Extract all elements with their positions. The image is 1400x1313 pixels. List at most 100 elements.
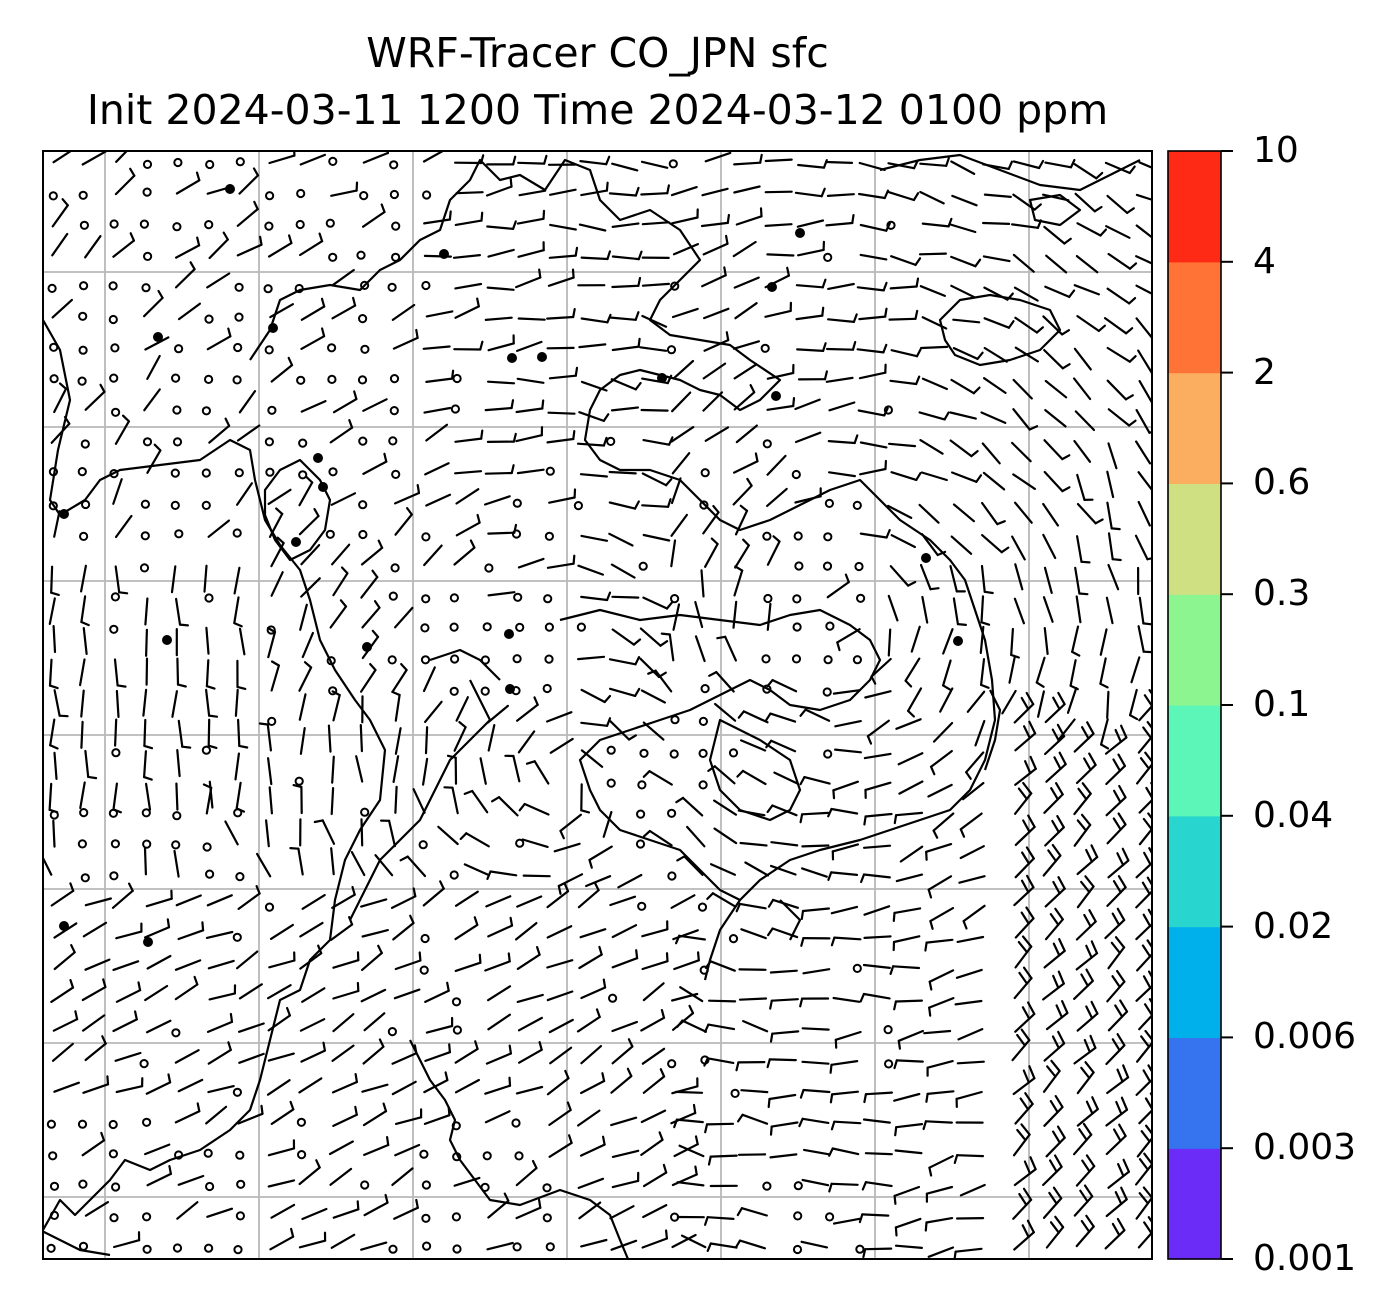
wind-barb [1106,346,1137,363]
wind-barb [957,1027,984,1041]
wind-barb [516,993,544,1004]
wind-barb [50,415,71,444]
wind-barb [207,519,230,538]
wind-barb [1076,844,1099,876]
calm-wind-marker [791,654,802,664]
wind-barb [580,181,609,197]
wind-barb [608,655,641,666]
wind-barb [267,1006,291,1032]
calm-wind-marker [78,1241,89,1251]
wind-barb [952,503,976,523]
calm-wind-marker [730,1088,740,1099]
wind-barb [829,1059,859,1074]
wind-barb [800,907,831,921]
wind-barb [329,1167,353,1186]
wind-barb [952,597,968,627]
calm-wind-marker [171,373,181,383]
wind-barb [487,1192,510,1219]
calm-wind-marker [80,873,90,883]
wind-barb [298,508,320,536]
wind-barb [942,628,954,655]
wind-barb [266,626,277,659]
wind-barb [267,984,292,1000]
wind-barb [920,471,948,482]
wind-barb [836,628,861,652]
wind-barb [952,318,981,324]
wind-barb [391,303,416,321]
wind-barb [515,1159,538,1187]
wind-barb [732,340,761,350]
wind-barb [453,539,476,566]
wind-barb [702,362,727,380]
calm-wind-marker [668,159,678,169]
calm-wind-marker [884,1059,894,1069]
wind-barb [207,1084,235,1094]
wind-barb [175,597,189,627]
wind-barb [203,564,208,593]
wind-barb [736,1113,769,1125]
wind-barb [732,452,759,474]
calm-wind-marker [172,811,182,821]
wind-barb [766,535,781,566]
calm-wind-marker [761,654,771,664]
wind-barb [362,1038,385,1065]
calm-wind-marker [205,159,215,170]
wind-barb [1011,535,1026,561]
wind-barb [887,159,919,170]
wind-barb [733,363,758,380]
wind-barb [1045,999,1069,1031]
wind-barb [459,832,490,848]
wind-barb [517,730,536,754]
wind-barb [1075,255,1099,274]
wind-barb [700,213,731,228]
wind-barb [111,882,134,909]
wind-barb [176,748,181,778]
wind-barb [767,898,800,909]
wind-barb [1013,874,1035,907]
calm-wind-marker [573,501,584,511]
calm-wind-marker [545,1242,555,1252]
colorbar-tick-label: 0.003 [1253,1127,1357,1169]
wind-barb [425,310,454,318]
wind-barb [733,384,756,411]
calm-wind-marker [296,1117,306,1127]
wind-barb [932,812,955,839]
wind-barb [923,1029,952,1035]
wind-barb [548,488,577,504]
wind-barb [392,914,415,941]
wind-barb [1044,876,1066,908]
wind-barb [919,285,947,297]
calm-wind-marker [883,405,894,415]
wind-barb [610,1116,638,1127]
wind-barb [801,844,830,848]
wind-barb [921,316,948,330]
wind-barb [939,687,954,713]
calm-wind-marker [298,438,308,448]
wind-barb [446,754,458,785]
wind-barb [267,488,292,505]
calm-wind-marker [762,531,772,541]
wind-barb [832,996,861,1003]
wind-barb [1075,909,1097,941]
wind-barb [769,1121,799,1136]
wind-barb [670,426,695,443]
wind-barb [1012,193,1042,211]
station-dot [143,937,153,947]
calm-wind-marker [482,622,492,632]
wind-barb [362,398,388,412]
wind-barb [674,934,707,945]
wind-barb [580,313,612,324]
wind-barb [84,1035,107,1062]
wind-barb [81,151,107,166]
wind-barb [702,234,729,256]
wind-barb [331,885,356,909]
wind-barb [673,951,700,971]
wind-barb [1099,718,1110,750]
wind-barb [425,369,455,383]
calm-wind-marker [391,469,401,479]
wind-barb [143,289,164,318]
wind-barb [174,975,199,1001]
wind-barb [802,1148,831,1156]
wind-barb [437,825,459,846]
wind-barb [454,1040,479,1064]
